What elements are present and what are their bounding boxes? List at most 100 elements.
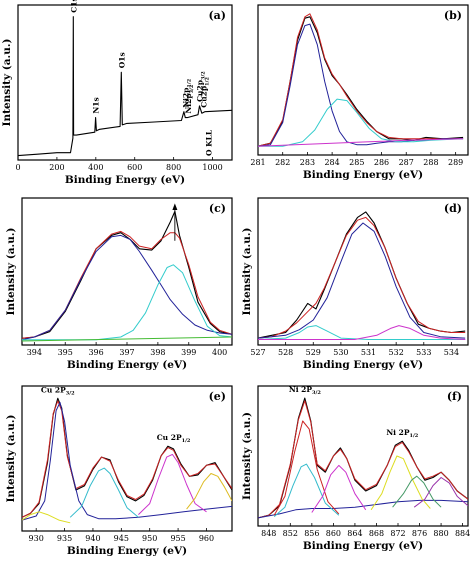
series-group [258, 397, 468, 519]
y-axis-title: Intensity (a.u.) [241, 412, 253, 500]
plot-frame [257, 385, 469, 527]
peak-label: Cu 2P3/2 [41, 385, 75, 396]
series-line [22, 511, 71, 524]
y-axis-title: Intensity (a.u.) [5, 415, 17, 503]
x-tick-label: 397 [119, 348, 134, 357]
x-tick-label: 856 [304, 529, 319, 538]
peak-label: Ni2p3/2 [184, 84, 195, 113]
x-tick-label: 600 [127, 163, 142, 172]
x-tick-label: 960 [199, 534, 214, 543]
x-axis-title: Binding Energy (eV) [303, 169, 423, 181]
series-line [258, 400, 468, 519]
peak-label: N1s [92, 97, 101, 113]
series-line [258, 397, 468, 519]
panel-label: (c) [209, 202, 226, 215]
series-line [22, 401, 232, 521]
panel-label: (b) [444, 9, 462, 22]
x-axis-title: Binding Energy (eV) [303, 359, 423, 371]
series-line [258, 222, 466, 339]
x-tick-label: 1000 [202, 163, 222, 172]
peak-label: Cu2p3/2 [196, 71, 207, 102]
x-tick-label: 289 [448, 158, 463, 167]
y-axis-title: Intensity (a.u.) [5, 228, 17, 316]
series-line [22, 210, 232, 339]
x-tick-label: 955 [170, 534, 185, 543]
arrow-head [172, 203, 178, 211]
x-tick-label: 880 [433, 529, 448, 538]
peak-label: O KLL [204, 129, 213, 156]
peak-label: Ni2p1/2 [181, 78, 192, 107]
panel-d: 527 528 529 530 531 532 533 534 Binding Energy (… [241, 197, 469, 371]
series-line [258, 13, 464, 147]
series-line [22, 336, 232, 342]
x-tick-label: 286 [374, 158, 389, 167]
x-tick-label: 281 [250, 158, 265, 167]
x-tick-label: 930 [29, 534, 44, 543]
series-line [22, 400, 232, 518]
x-tick-label: 394 [27, 348, 42, 357]
series-line [22, 230, 232, 339]
panel-label: (f) [447, 390, 462, 403]
series-line [258, 16, 464, 147]
peak-label: Cu2p1/2 [199, 77, 210, 108]
series-line [138, 453, 207, 515]
x-tick-label: 872 [390, 529, 405, 538]
series-group [258, 211, 466, 340]
x-tick-label: 534 [444, 348, 459, 357]
series-group [22, 210, 232, 342]
y-axis-title: Intensity (a.u.) [241, 228, 253, 316]
x-tick-label: 0 [15, 163, 20, 172]
x-tick-label: 533 [416, 348, 431, 357]
x-tick-label: 860 [326, 529, 341, 538]
panel-e: 930 935 940 945 950 955 960 Binding Energy (eV)… [5, 385, 233, 557]
x-tick-label: 945 [114, 534, 129, 543]
series-group [22, 397, 232, 524]
peak-label: O1s [117, 52, 126, 68]
series-line [258, 325, 466, 340]
series-line [392, 475, 442, 508]
panel-a: 0 200 400 600 800 1000 Binding Energy (eV) Inte… [1, 0, 233, 186]
x-tick-label: 531 [361, 348, 376, 357]
panel-c: 394 395 396 397 398 399 400 Binding Energy (eV)… [5, 197, 233, 371]
x-axis-title: Binding Energy (eV) [65, 174, 185, 186]
peak-label: Cu 2P1/2 [157, 433, 191, 444]
series-line [370, 455, 431, 511]
series-line [258, 138, 464, 147]
x-tick-label: 884 [455, 529, 470, 538]
series-line [273, 463, 340, 517]
series-line [258, 211, 466, 339]
x-tick-label: 940 [85, 534, 100, 543]
x-tick-label: 864 [347, 529, 362, 538]
panel-label: (e) [209, 390, 226, 403]
x-tick-label: 200 [49, 163, 64, 172]
x-tick-label: 876 [412, 529, 427, 538]
x-tick-label: 527 [250, 348, 265, 357]
x-axis-title: Binding Energy (eV) [67, 545, 187, 557]
series-line [258, 98, 464, 147]
plot-frame [21, 197, 233, 346]
plot-frame [17, 4, 233, 161]
x-axis-title: Binding Energy (eV) [67, 359, 187, 371]
x-tick-label: 950 [142, 534, 157, 543]
series-line [273, 420, 340, 516]
x-tick-label: 848 [261, 529, 276, 538]
x-tick-label: 285 [349, 158, 364, 167]
series-line [22, 264, 232, 341]
peak-label: C1s [69, 0, 78, 13]
peak-label: Ni 2P3/2 [289, 385, 321, 396]
x-tick-label: 400 [212, 348, 227, 357]
x-tick-label: 399 [181, 348, 196, 357]
series-group [18, 16, 232, 157]
series-line [22, 234, 232, 341]
x-tick-label: 282 [275, 158, 290, 167]
x-tick-label: 528 [278, 348, 293, 357]
plot-frame [257, 4, 469, 156]
x-tick-label: 868 [369, 529, 384, 538]
series-line [258, 23, 464, 147]
x-tick-label: 935 [57, 534, 72, 543]
x-tick-label: 400 [88, 163, 103, 172]
series-line [258, 216, 466, 339]
x-tick-label: 529 [306, 348, 321, 357]
series-group [258, 13, 464, 147]
panel-f: 848 852 856 860 864 868 872 876 880 884 Binding En… [241, 385, 470, 552]
